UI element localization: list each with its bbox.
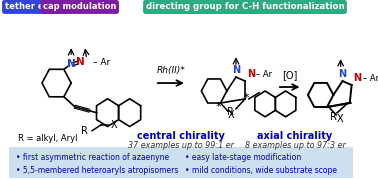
Text: N: N [232,65,240,75]
Text: axial chirality: axial chirality [257,131,333,141]
Bar [9,147,353,178]
Text: R: R [81,126,88,136]
Text: • mild conditions, wide substrate scope: • mild conditions, wide substrate scope [185,166,337,175]
Text: *: * [216,102,222,112]
Text: [O]: [O] [282,70,297,80]
Text: X: X [336,114,343,124]
Text: N: N [353,73,361,83]
Text: *: * [244,93,250,103]
Text: – Ar: – Ar [363,74,378,83]
Text: 37 examples up to 99:1 er: 37 examples up to 99:1 er [129,141,234,150]
Text: Rh(II)*: Rh(II)* [156,66,185,75]
Text: – Ar: – Ar [93,58,110,67]
Text: central chirality: central chirality [137,131,225,141]
Text: R: R [227,107,234,117]
Text: N: N [338,69,347,79]
Text: N: N [67,59,76,69]
Text: N: N [247,69,255,79]
Text: tether effect: tether effect [5,2,65,11]
Text: • first asymmetric reaction of azaenyne: • first asymmetric reaction of azaenyne [16,153,169,162]
Text: R = alkyl, Aryl: R = alkyl, Aryl [18,134,77,143]
Text: • easy late-stage modification: • easy late-stage modification [185,153,301,162]
Text: R: R [330,112,337,122]
Text: N: N [76,57,85,67]
Text: directing group for C-H functionalization: directing group for C-H functionalizatio… [146,2,344,11]
Text: – Ar: – Ar [256,70,272,79]
Text: cap modulation: cap modulation [43,2,116,11]
Text: • 5,5-membered heteroaryls atropisomers: • 5,5-membered heteroaryls atropisomers [16,166,178,175]
Text: X: X [228,110,235,120]
Text: 8 examples up to 97:3 er: 8 examples up to 97:3 er [245,141,345,150]
Text: X: X [111,120,117,130]
